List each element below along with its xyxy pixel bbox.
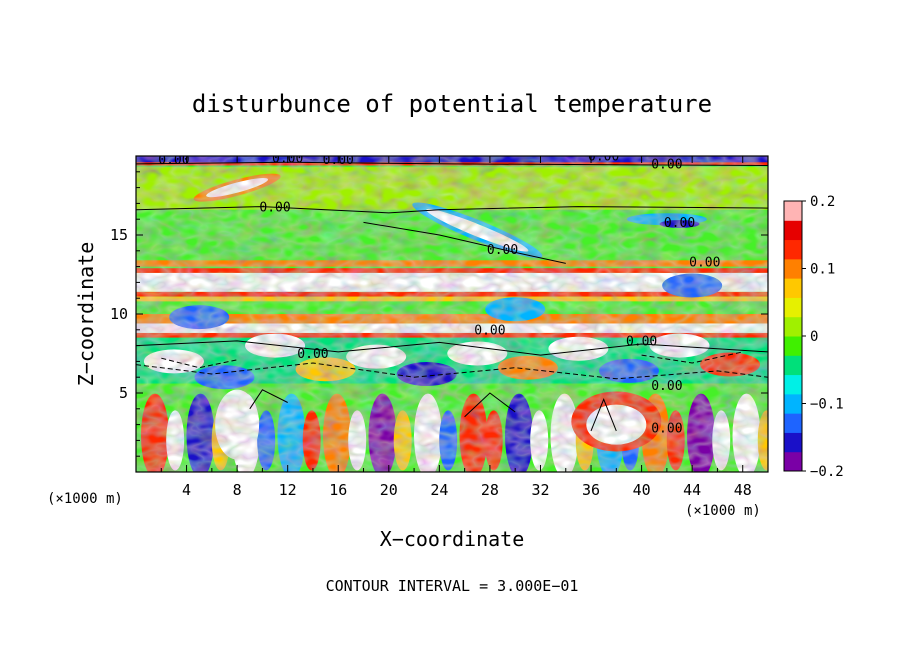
colorbar-swatch xyxy=(784,413,802,433)
y-axis-label: Z−coordinate xyxy=(74,242,98,387)
colorbar-tick-label: −0.2 xyxy=(810,464,844,480)
y-tick-label: 15 xyxy=(110,226,128,244)
colorbar-swatch xyxy=(784,278,802,298)
x-unit-left: (×1000 m) xyxy=(47,491,123,507)
colorbar-swatch xyxy=(784,393,802,414)
colorbar-swatch xyxy=(784,201,802,221)
x-tick-label: 24 xyxy=(430,481,448,499)
contour-line xyxy=(136,362,768,380)
contour-value-label: 0.00 xyxy=(664,216,695,231)
contour-line xyxy=(136,340,768,356)
colorbar-swatch xyxy=(784,258,802,279)
colorbar-tick-label: 0.2 xyxy=(810,194,835,210)
contour-line xyxy=(641,351,743,364)
x-tick-label: 12 xyxy=(279,481,297,499)
colorbar: 0.2 0.1 0 −0.1 −0.2 xyxy=(783,194,844,480)
contour-line xyxy=(464,392,516,418)
contour-value-label: 0.00 xyxy=(259,200,290,215)
contour-line xyxy=(136,161,768,166)
contour-value-label: 0.00 xyxy=(474,324,505,339)
x-tick-label: 20 xyxy=(380,481,398,499)
plot-area: 0.00 0.00 0.00 0.00 0.00 0.00 0.00 0.00 0.00 0.00… xyxy=(136,150,768,472)
colorbar-swatch xyxy=(784,239,802,260)
x-tick-label: 16 xyxy=(329,481,347,499)
y-axis: 5 10 15 xyxy=(110,171,768,457)
colorbar-tick-label: 0 xyxy=(810,329,818,345)
x-axis: 4 8 12 16 20 24 28 32 36 40 44 48 xyxy=(160,156,752,499)
contour-value-label: 0.00 xyxy=(487,243,518,258)
contour-lines xyxy=(136,161,768,432)
contour-line xyxy=(590,397,617,432)
field-texture xyxy=(136,156,768,472)
y-tick-label: 5 xyxy=(119,384,128,402)
chart-title: disturbunce of potential temperature xyxy=(192,90,712,118)
colorbar-swatch xyxy=(784,220,802,241)
contour-line xyxy=(249,389,288,410)
x-axis-label: X−coordinate xyxy=(380,527,525,551)
contour-value-label: 0.00 xyxy=(651,158,682,173)
x-tick-label: 48 xyxy=(734,481,752,499)
x-unit-right: (×1000 m) xyxy=(685,503,761,519)
contour-value-label: 0.00 xyxy=(297,347,328,362)
colorbar-swatch xyxy=(784,451,802,472)
x-tick-label: 36 xyxy=(582,481,600,499)
contour-value-label: 0.00 xyxy=(626,335,657,350)
colorbar-swatch xyxy=(784,297,802,318)
colorbar-swatch xyxy=(784,432,802,453)
y-tick-label: 10 xyxy=(110,305,128,323)
contour-interval-note: CONTOUR INTERVAL = 3.000E−01 xyxy=(326,577,579,595)
contour-value-label: 0.00 xyxy=(651,422,682,437)
contour-value-label: 0.00 xyxy=(651,379,682,394)
x-tick-label: 40 xyxy=(633,481,651,499)
contour-value-label: 0.00 xyxy=(689,256,720,271)
colorbar-tick-label: −0.1 xyxy=(810,397,844,413)
x-tick-label: 8 xyxy=(233,481,242,499)
contour-line xyxy=(161,357,238,369)
contour-value-label: 0.00 xyxy=(588,150,619,165)
colorbar-swatch xyxy=(784,374,802,395)
x-tick-label: 32 xyxy=(531,481,549,499)
x-tick-label: 28 xyxy=(481,481,499,499)
contour-value-label: 0.00 xyxy=(158,153,189,168)
colorbar-swatch xyxy=(784,336,802,356)
colorbar-tick-label: 0.1 xyxy=(810,262,835,278)
x-tick-label: 44 xyxy=(683,481,701,499)
contour-line xyxy=(136,206,768,214)
colorbar-swatch xyxy=(784,355,802,376)
x-tick-label: 4 xyxy=(182,481,191,499)
contour-line xyxy=(363,221,566,264)
colorbar-swatch xyxy=(784,316,802,337)
